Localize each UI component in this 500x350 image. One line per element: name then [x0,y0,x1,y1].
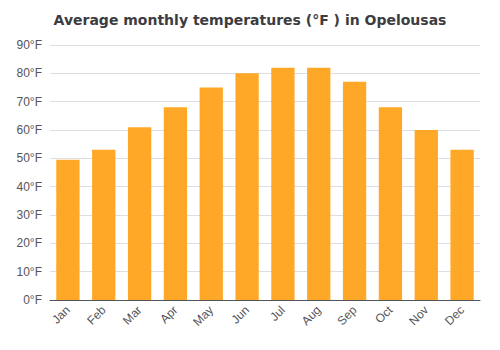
svg-text:Jun: Jun [228,303,252,327]
svg-text:May: May [190,303,216,329]
svg-text:80°F: 80°F [17,66,42,80]
svg-text:50°F: 50°F [17,151,42,165]
svg-text:0°F: 0°F [23,293,42,307]
svg-text:Mar: Mar [120,303,145,327]
svg-text:Feb: Feb [84,303,109,328]
svg-text:10°F: 10°F [17,265,42,279]
svg-text:20°F: 20°F [17,236,42,250]
svg-text:Average monthly temperatures (: Average monthly temperatures (°F ) in Op… [54,12,447,28]
svg-text:70°F: 70°F [17,95,42,109]
svg-text:Jan: Jan [49,303,73,327]
svg-text:Jul: Jul [267,303,288,324]
svg-text:30°F: 30°F [17,208,42,222]
svg-text:Dec: Dec [442,303,467,328]
svg-text:Sep: Sep [335,303,360,328]
svg-text:Nov: Nov [406,303,431,328]
svg-text:Aug: Aug [299,303,324,328]
svg-text:60°F: 60°F [17,123,42,137]
svg-text:40°F: 40°F [17,180,42,194]
svg-text:Apr: Apr [157,303,180,326]
svg-text:Oct: Oct [372,303,396,327]
svg-text:90°F: 90°F [17,38,42,52]
